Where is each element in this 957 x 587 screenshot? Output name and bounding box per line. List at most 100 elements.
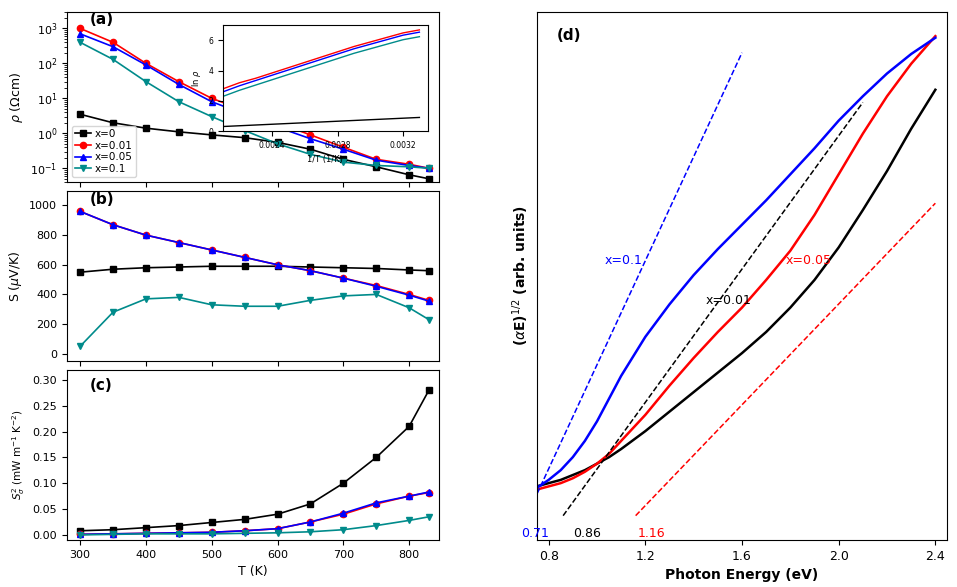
x=0.05 (370, 283, 382, 290)
x=0.1 (272, 529, 283, 537)
Text: 1.16: 1.16 (638, 527, 666, 540)
x=0.01 (404, 291, 415, 298)
x=0.01 (141, 60, 152, 67)
x=0.01 (75, 208, 86, 215)
x=0.05 (423, 298, 434, 305)
x=0.01 (107, 221, 119, 228)
x=0.1 (370, 291, 382, 298)
x=0.05 (173, 81, 185, 88)
x=0.05 (423, 165, 434, 172)
x=0.01 (370, 282, 382, 289)
x=0 (206, 131, 217, 139)
x=0.05 (272, 525, 283, 532)
x=0.1 (404, 304, 415, 311)
x=0.1 (206, 530, 217, 537)
x=0.01 (206, 95, 217, 102)
x=0.05 (206, 247, 217, 254)
Line: x=0: x=0 (77, 111, 432, 182)
x=0.05 (272, 261, 283, 268)
x=0.01 (423, 165, 434, 172)
x=0.1 (370, 162, 382, 169)
x=0.01 (304, 131, 316, 139)
x=0.05 (338, 275, 349, 282)
x=0.01 (107, 530, 119, 537)
x=0.1 (423, 165, 434, 172)
x=0.05 (206, 529, 217, 536)
x=0.01 (404, 161, 415, 168)
x=0.01 (239, 107, 251, 114)
Line: x=0: x=0 (77, 387, 432, 534)
Text: (c): (c) (89, 378, 112, 393)
Line: x=0.01: x=0.01 (77, 25, 432, 171)
x=0 (173, 129, 185, 136)
x=0.1 (239, 303, 251, 310)
x=0 (272, 511, 283, 518)
x=0.1 (338, 158, 349, 166)
x=0.01 (239, 527, 251, 534)
x=0.05 (338, 510, 349, 517)
x=0.01 (75, 531, 86, 538)
x=0.01 (75, 25, 86, 32)
x=0.1 (173, 294, 185, 301)
x=0 (239, 263, 251, 270)
x=0.05 (173, 239, 185, 246)
x=0.05 (304, 518, 316, 525)
x=0 (304, 146, 316, 153)
x=0.1 (304, 151, 316, 158)
Line: x=0.05: x=0.05 (77, 489, 432, 538)
x=0 (141, 124, 152, 131)
x=0.1 (141, 295, 152, 302)
x=0.01 (206, 529, 217, 536)
x=0.1 (141, 530, 152, 537)
x=0 (272, 139, 283, 146)
x=0.1 (304, 297, 316, 304)
X-axis label: Photon Energy (eV): Photon Energy (eV) (665, 568, 818, 582)
x=0 (107, 526, 119, 533)
x=0.01 (338, 144, 349, 151)
x=0.01 (423, 297, 434, 304)
x=0 (141, 264, 152, 271)
Line: x=0.05: x=0.05 (77, 31, 432, 171)
Text: (d): (d) (557, 28, 582, 43)
X-axis label: T (K): T (K) (238, 565, 268, 578)
x=0.01 (304, 267, 316, 274)
x=0 (173, 264, 185, 271)
x=0.01 (370, 156, 382, 163)
x=0 (304, 264, 316, 271)
x=0 (370, 454, 382, 461)
x=0.1 (75, 531, 86, 538)
x=0.01 (272, 119, 283, 126)
x=0 (107, 266, 119, 273)
x=0 (173, 522, 185, 529)
x=0.05 (338, 146, 349, 153)
x=0 (75, 111, 86, 118)
x=0 (206, 263, 217, 270)
x=0 (423, 267, 434, 274)
x=0 (272, 263, 283, 270)
x=0.1 (107, 309, 119, 316)
x=0.01 (338, 511, 349, 518)
x=0.01 (173, 529, 185, 537)
x=0.1 (404, 517, 415, 524)
x=0.1 (338, 292, 349, 299)
x=0.05 (404, 292, 415, 299)
Line: x=0.1: x=0.1 (77, 291, 432, 349)
x=0.01 (173, 239, 185, 246)
x=0.1 (107, 531, 119, 538)
x=0 (370, 265, 382, 272)
x=0.01 (173, 78, 185, 85)
Legend: x=0, x=0.01, x=0.05, x=0.1: x=0, x=0.01, x=0.05, x=0.1 (72, 126, 136, 177)
x=0.05 (370, 500, 382, 507)
x=0.1 (272, 303, 283, 310)
x=0.1 (370, 522, 382, 529)
x=0.1 (239, 530, 251, 537)
x=0 (370, 163, 382, 170)
x=0.01 (206, 247, 217, 254)
x=0 (404, 171, 415, 178)
x=0 (239, 516, 251, 523)
x=0.01 (370, 500, 382, 507)
Text: x=0.01: x=0.01 (705, 294, 751, 308)
Text: 0.86: 0.86 (573, 527, 601, 540)
x=0 (206, 519, 217, 526)
Y-axis label: ($\alpha$E)$^{1/2}$ (arb. units): ($\alpha$E)$^{1/2}$ (arb. units) (510, 205, 531, 346)
